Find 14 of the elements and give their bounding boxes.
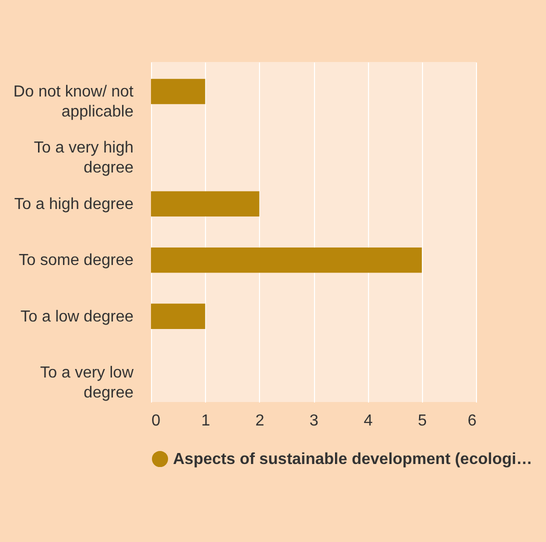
y-tick-label: To a low degree xyxy=(20,308,134,326)
y-tick-label: To a very high degree xyxy=(34,140,134,177)
legend-label: Aspects of sustainable development (ecologi… xyxy=(173,451,532,468)
x-tick-label: 0 xyxy=(152,412,160,430)
x-tick-label: 5 xyxy=(418,412,427,430)
y-tick-label: To some degree xyxy=(18,252,134,270)
y-tick-label: To a very low degree xyxy=(40,364,134,402)
y-tick-label: To a high degree xyxy=(14,196,134,213)
y-tick-label: Do not know/ not applicable xyxy=(13,84,134,121)
x-tick-label: 6 xyxy=(468,412,477,430)
x-tick-label: 3 xyxy=(310,412,319,430)
x-tick-label: 2 xyxy=(255,412,264,430)
x-tick-label: 4 xyxy=(364,412,373,430)
x-tick-label: 1 xyxy=(201,412,210,430)
